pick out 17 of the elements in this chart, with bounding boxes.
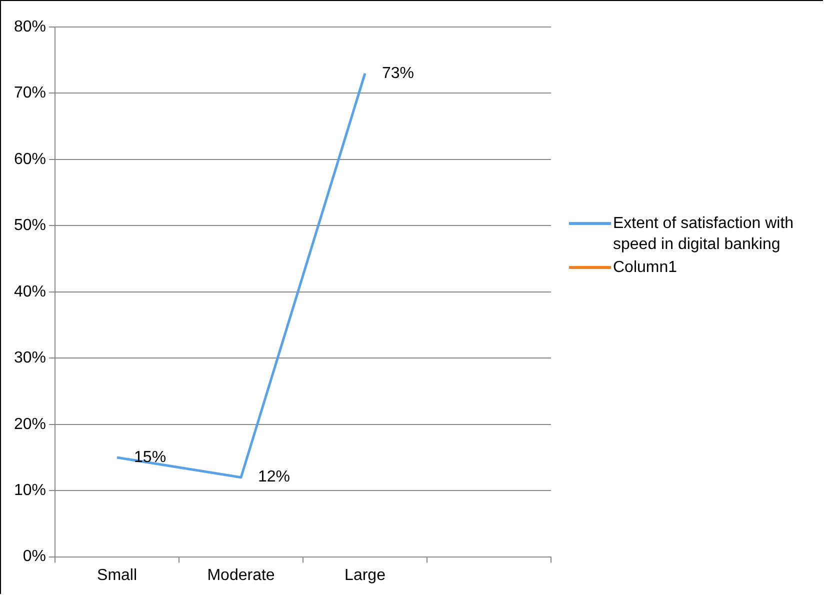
data-label: 12% — [258, 468, 290, 486]
y-tick-label: 20% — [14, 416, 46, 433]
data-label: 73% — [382, 64, 414, 82]
x-tick-label: Large — [344, 566, 386, 584]
legend-label: Extent of satisfaction with speed in digital banking — [613, 214, 795, 255]
y-tick-label: 10% — [14, 482, 46, 499]
y-tick-label: 70% — [14, 84, 46, 102]
y-tick-label: 50% — [14, 217, 46, 234]
legend-label: Column1 — [613, 258, 678, 278]
y-tick-label: 40% — [14, 283, 46, 300]
y-tick-label: 30% — [14, 350, 46, 367]
data-label: 15% — [134, 448, 166, 466]
y-tick-label: 80% — [14, 18, 46, 36]
y-tick-label: 60% — [14, 150, 46, 168]
y-tick-label: 0% — [22, 548, 46, 566]
x-tick-label: Small — [97, 566, 138, 584]
x-tick-label: Moderate — [207, 566, 275, 584]
